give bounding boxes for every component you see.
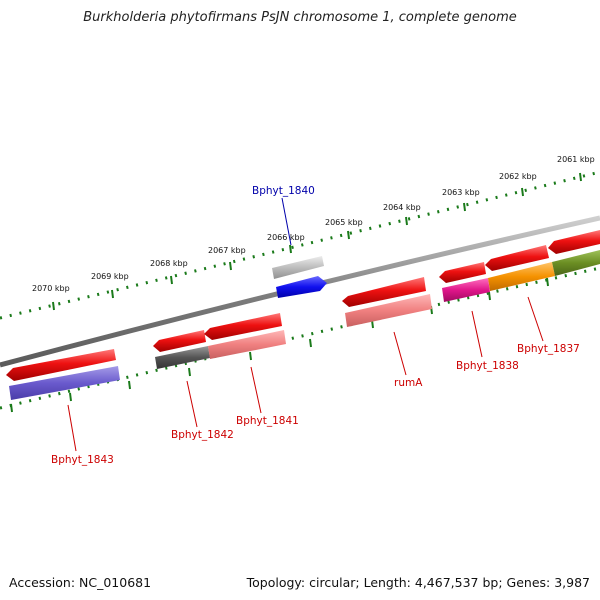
tick-mark [347,230,350,240]
tick-mark [289,244,292,254]
gene-arrow-bphyt-1840[interactable] [272,256,324,279]
tick-mark [170,275,173,285]
cds-bphyt-1842[interactable] [155,346,210,369]
tick-mark [579,172,582,182]
gene-arrow-bphyt-1838[interactable] [439,262,486,283]
gene-arrow-bphyt-1842[interactable] [153,330,206,352]
tick-mark [488,291,491,301]
cds-bphyt-1838[interactable] [442,278,490,302]
ruler-label: 2068 kbp [150,259,188,268]
tick-mark [521,187,524,197]
tick-mark [128,380,131,390]
gene-label-bphyt-1841[interactable]: Bphyt_1841 [236,415,299,427]
leader-bphyt-1843 [67,404,77,452]
tick-mark [229,261,232,271]
accession-text: Accession: NC_010681 [9,575,152,590]
leader-bphyt-1840 [281,197,292,246]
ruler-label: 2069 kbp [91,272,129,281]
ruler-label: 2062 kbp [499,172,537,181]
cds-bphyt-1837[interactable] [488,262,555,291]
cds-bphyt-1843[interactable] [9,366,120,400]
gene-label-bphyt-1842[interactable]: Bphyt_1842 [171,429,234,441]
gene-arrow-bphyt-1841[interactable] [204,313,282,340]
gene-arrow-ruma[interactable] [342,277,426,307]
gene-label-bphyt-1837[interactable]: Bphyt_1837 [517,343,580,355]
tick-mark [309,338,312,348]
tick-mark [69,392,72,402]
outer-ruler-track [0,170,600,320]
ruler-label: 2064 kbp [383,203,421,212]
gene-label-bphyt-1840[interactable]: Bphyt_1840 [252,185,315,197]
leader-bphyt-1842 [186,380,198,428]
ruler-labels: 2061 kbp 2062 kbp 2063 kbp 2064 kbp 2065… [32,155,595,293]
leader-ruma [393,331,407,376]
leader-bphyt-1841 [250,366,262,414]
gene-label-ruma[interactable]: rumA [394,377,423,389]
ruler-label: 2065 kbp [325,218,363,227]
ruler-label: 2063 kbp [442,188,480,197]
tick-mark [111,289,114,299]
label-leaders [67,197,544,452]
gene-arrow-bphyt-1837[interactable] [485,245,549,271]
tick-mark [188,367,191,377]
ruler-label: 2067 kbp [208,246,246,255]
inner-ruler-ticks [10,277,549,413]
ruler-label: 2061 kbp [557,155,595,164]
map-title: Burkholderia phytofirmans PsJN chromosom… [83,10,517,25]
tick-mark [52,301,55,311]
outer-ruler-ticks [52,172,582,311]
ruler-label: 2066 kbp [267,233,305,242]
tick-mark [546,277,549,287]
tick-mark [249,351,252,361]
gene-label-bphyt-1838[interactable]: Bphyt_1838 [456,360,519,372]
genome-summary-text: Topology: circular; Length: 4,467,537 bp… [246,575,590,590]
gene-arrow-bphyt-1843[interactable] [6,349,116,381]
cds-ruma[interactable] [345,294,432,327]
gene-labels: Bphyt_1840 Bphyt_1843 Bphyt_1842 Bphyt_1… [51,185,580,466]
gene-arrow-bphyt-1840-cds[interactable] [276,276,327,298]
leader-bphyt-1838 [471,310,483,358]
cds-bphyt-1841[interactable] [208,330,286,359]
leader-bphyt-1837 [527,296,544,342]
ruler-label: 2070 kbp [32,284,70,293]
gene-arrow-offscreen[interactable] [548,230,600,254]
cds-offscreen[interactable] [552,250,600,276]
forward-genes [272,256,327,298]
reverse-genes [6,230,600,400]
gene-label-bphyt-1843[interactable]: Bphyt_1843 [51,454,114,466]
tick-mark [463,202,466,212]
tick-mark [405,216,408,226]
tick-mark [10,403,13,413]
